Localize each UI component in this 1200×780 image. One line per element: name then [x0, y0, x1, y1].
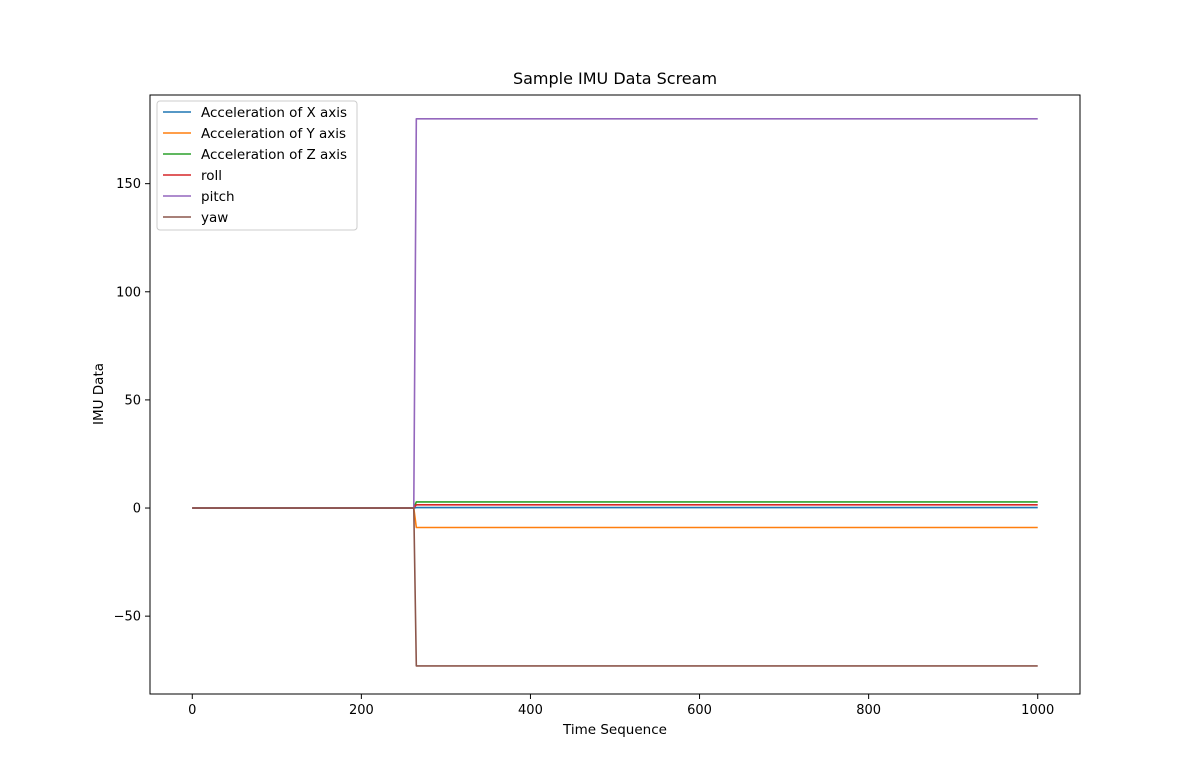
plot-frame	[149, 94, 1081, 695]
y-tick-label: 50	[124, 393, 141, 408]
series-line-1	[192, 507, 1038, 529]
legend-label-2: Acceleration of Z axis	[201, 147, 347, 163]
y-tick-label: 150	[116, 177, 141, 192]
x-axis-label: Time Sequence	[562, 722, 667, 738]
series-layer	[192, 117, 1038, 667]
x-tick-label: 600	[687, 703, 712, 718]
legend-label-1: Acceleration of Y axis	[201, 126, 346, 142]
y-axis: −50 0 50 100 150	[114, 177, 150, 625]
y-tick-label: −50	[114, 610, 141, 625]
x-axis: 0 200 400 600 800 1000	[188, 694, 1054, 718]
legend-label-3: roll	[201, 168, 222, 184]
chart-title: Sample IMU Data Scream	[513, 69, 717, 88]
legend-label-0: Acceleration of X axis	[201, 105, 347, 121]
x-tick-label: 0	[188, 703, 196, 718]
legend-label-4: pitch	[201, 189, 235, 205]
x-tick-label: 1000	[1021, 703, 1054, 718]
y-axis-label: IMU Data	[91, 363, 107, 425]
x-tick-label: 800	[856, 703, 881, 718]
series-line-5	[192, 507, 1038, 667]
legend: Acceleration of X axis Acceleration of Y …	[156, 100, 358, 231]
x-tick-label: 200	[349, 703, 374, 718]
x-tick-label: 400	[518, 703, 543, 718]
legend-label-5: yaw	[201, 210, 228, 226]
legend-box	[156, 100, 358, 231]
y-tick-label: 0	[133, 502, 141, 517]
y-tick-label: 100	[116, 285, 141, 300]
